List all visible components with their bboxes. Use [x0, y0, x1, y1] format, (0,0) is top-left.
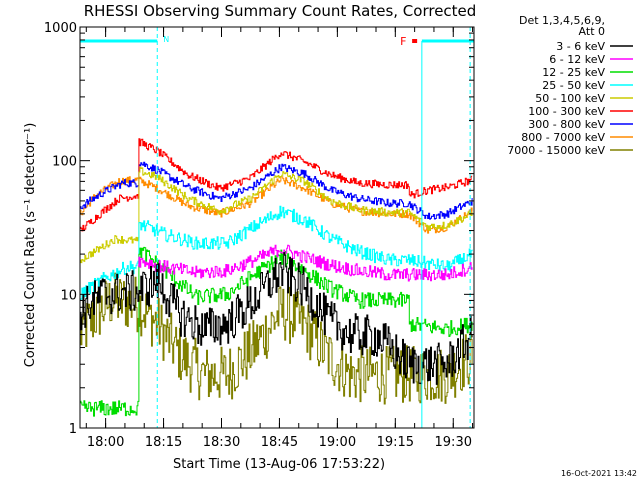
- x-tick-label: 18:00: [87, 435, 124, 450]
- legend-entry-label: 12 - 25 keV: [542, 66, 605, 79]
- legend-header: Att 0: [579, 25, 605, 38]
- x-axis-label: Start Time (13-Aug-06 17:53:22): [173, 457, 385, 472]
- night-label: N: [163, 35, 169, 44]
- series-line-2: [137, 244, 473, 282]
- legend-entry-label: 100 - 300 keV: [528, 105, 605, 118]
- x-tick-label: 19:15: [377, 435, 414, 450]
- y-tick-label: 100: [52, 155, 77, 170]
- plot-frame: [79, 26, 475, 429]
- x-tick-label: 19:30: [435, 435, 472, 450]
- legend-entry-label: 3 - 6 keV: [556, 40, 605, 53]
- y-tick-label: 1000: [44, 21, 77, 36]
- series-line-7: [80, 161, 473, 220]
- x-tick-label: 18:45: [261, 435, 298, 450]
- series-line-1: [80, 252, 473, 385]
- flare-flag: [412, 39, 418, 43]
- legend-entry-label: 7000 - 15000 keV: [507, 144, 605, 157]
- series-line-9: [80, 272, 473, 405]
- series-line-5: [80, 166, 473, 264]
- chart-title: RHESSI Observing Summary Count Rates, Co…: [84, 2, 477, 20]
- legend-entry-label: 25 - 50 keV: [542, 79, 605, 92]
- y-tick-label: 10: [60, 288, 77, 303]
- legend-entry-label: 300 - 800 keV: [528, 118, 605, 131]
- axes: N F 1 10 100 1000 18:00 18:15 18:30 18:45 19:00 19:…: [44, 21, 475, 450]
- legend-entry-label: 800 - 7000 keV: [521, 131, 605, 144]
- series-line-4: [80, 205, 473, 301]
- legend-header: Det 1,3,4,5,6,9,: [519, 14, 605, 27]
- flare-label: F: [400, 35, 406, 48]
- x-tick-label: 18:15: [145, 435, 182, 450]
- series-line-6: [80, 138, 473, 232]
- x-tick-label: 19:00: [319, 435, 356, 450]
- legend-entry-label: 6 - 12 keV: [549, 53, 605, 66]
- plot-area: [80, 138, 473, 417]
- footer-timestamp: 16-Oct-2021 13:42: [561, 469, 637, 478]
- y-tick-label: 1: [69, 422, 77, 437]
- legend-entry-label: 50 - 100 keV: [535, 92, 605, 105]
- y-axis-label: Corrected Count Rate (s⁻¹ detector⁻¹): [23, 123, 38, 368]
- x-tick-label: 18:30: [203, 435, 240, 450]
